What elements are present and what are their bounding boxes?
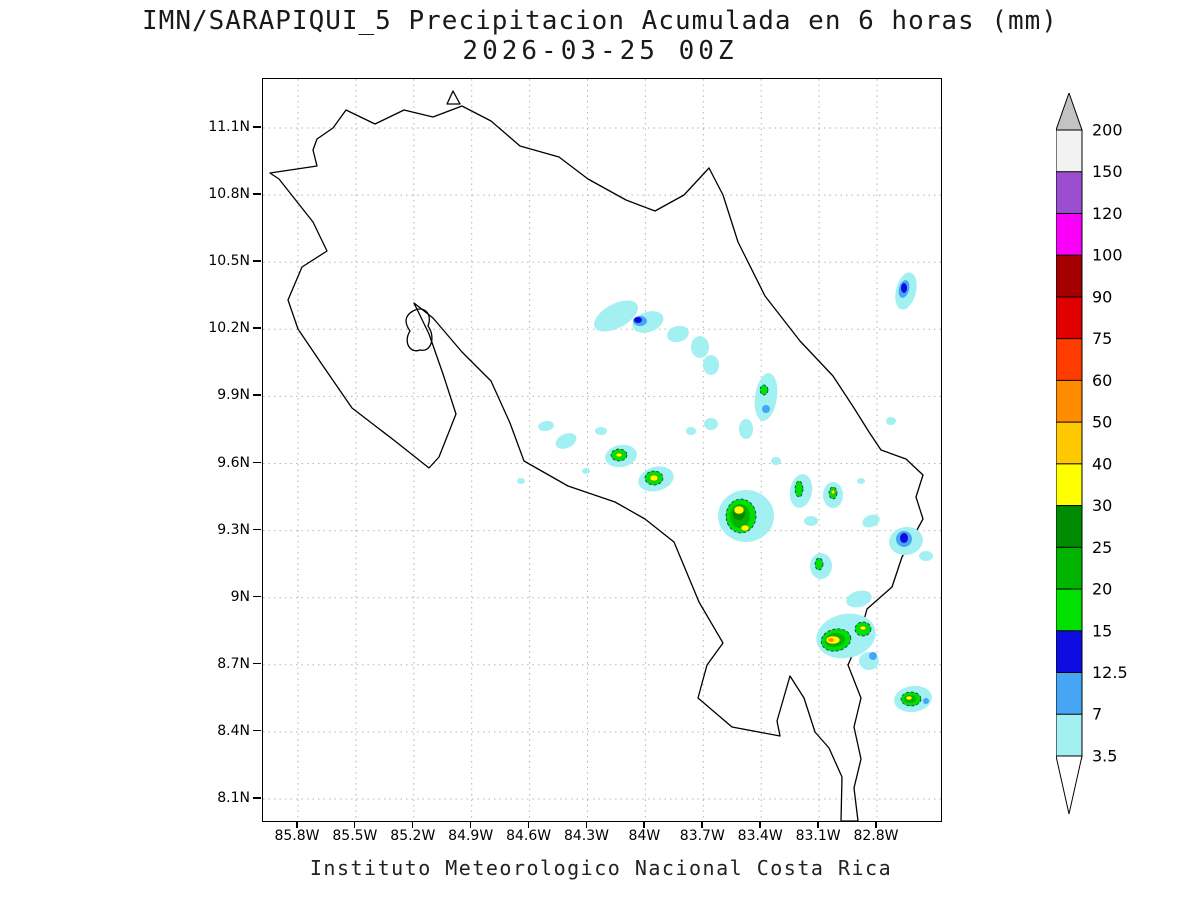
lat-tick-mark [253,461,261,463]
lat-tick-label: 11.1N [208,119,250,135]
colorbar-tick-label: 12.5 [1092,663,1128,682]
lat-tick-label: 10.5N [208,253,250,270]
lon-tick-mark [875,821,877,828]
colorbar-segment [1055,463,1083,507]
lon-tick-label: 85.8W [274,828,320,844]
colorbar-tick-label: 75 [1092,329,1112,348]
colorbar-segment [1055,713,1083,758]
lon-tick-mark [411,821,414,828]
island-outline [446,90,461,105]
colorbar-arrow-bottom [1055,755,1083,815]
colorbar-segment [1055,296,1083,340]
lon-tick-mark [817,821,819,828]
colorbar-tick-label: 200 [1092,121,1123,140]
colorbar-segment [1055,171,1083,215]
colorbar-segment [1055,421,1083,465]
lon-tick-label: 82.8W [853,828,899,844]
lon-tick-label: 84.9W [448,828,494,844]
colorbar-segment [1055,254,1083,299]
gridlines [263,79,941,821]
lon-tick-mark [701,821,703,828]
lake-outline [405,308,433,352]
lat-tick-mark [253,797,261,799]
colorbar-tick-label: 20 [1092,580,1112,599]
lon-tick-label: 84W [628,828,661,844]
lon-tick-label: 83.4W [737,828,783,844]
lat-tick-label: 9.9N [217,387,250,404]
colorbar-tick-label: 40 [1092,454,1112,473]
lat-tick-label: 8.7N [217,655,250,672]
lat-tick-label: 8.1N [217,790,250,806]
colorbar-tick-label: 50 [1092,413,1112,432]
lat-tick-label: 10.8N [208,186,250,203]
colorbar-tick-label: 25 [1092,538,1112,557]
lat-tick-mark [253,394,261,396]
colorbar: 200 150 120 100 90 75 60 50 40 30 25 20 15 12.5 7 3.5 [1055,91,1196,823]
map-plot-area [262,78,942,822]
lon-tick-label: 84.3W [563,828,609,844]
figure-title: IMN/SARAPIQUI_5 Precipitacion Acumulada … [142,6,1058,36]
colorbar-tick-label: 90 [1092,287,1112,306]
colorbar-segment [1055,505,1083,549]
precipitation-overlay [517,272,933,713]
colorbar-segment [1055,671,1083,716]
lat-tick-mark [253,595,261,598]
colorbar-tick-label: 60 [1092,371,1112,390]
lat-tick-mark [253,126,261,128]
lat-tick-mark [253,729,261,732]
colorbar-segment [1055,338,1083,382]
figure-footer: Instituto Meteorologico Nacional Costa R… [309,856,893,880]
lat-tick-mark [253,528,261,531]
colorbar-segment [1055,379,1083,424]
colorbar-tick-label: 15 [1092,621,1112,640]
lat-tick-label: 9.6N [217,454,250,471]
lon-tick-mark [643,821,645,828]
colorbar-canvas: 200 150 120 100 90 75 60 50 40 30 25 20 15 12.5 7 3.5 [1055,91,1128,815]
colorbar-tick-label: 30 [1092,496,1112,515]
lon-tick-label: 85.5W [332,828,378,844]
lon-tick-mark [527,821,530,828]
lat-tick-label: 8.4N [217,722,250,739]
lat-tick-label: 9N [230,588,250,605]
colorbar-segment [1055,212,1083,257]
lat-tick-mark [253,260,261,262]
lat-tick-mark [253,193,261,195]
colorbar-segment [1055,546,1083,591]
lon-tick-label: 85.2W [390,828,436,844]
lon-tick-mark [759,821,761,828]
lat-tick-label: 9.3N [217,521,250,538]
colorbar-segment [1055,129,1083,173]
lat-tick-mark [253,662,261,665]
lat-tick-mark [253,327,261,329]
colorbar-arrow-top [1055,91,1083,131]
colorbar-tick-label: 150 [1092,162,1123,181]
lon-tick-mark [585,821,587,828]
colorbar-tick-label: 3.5 [1092,746,1117,765]
colorbar-segment [1055,588,1083,632]
lon-tick-label: 83.7W [679,828,725,844]
colorbar-tick-label: 120 [1092,204,1123,223]
map-canvas [263,79,941,821]
figure-subtitle: 2026-03-25 00Z [462,36,738,66]
lon-tick-mark [469,821,472,828]
colorbar-tick-label: 7 [1092,705,1102,724]
colorbar-tick-label: 100 [1092,246,1123,265]
costa-rica-outline [269,105,924,821]
lat-tick-label: 10.2N [208,320,250,337]
lon-tick-mark [353,821,356,828]
colorbar-segment [1055,630,1083,674]
coastline [269,90,924,821]
lon-tick-label: 83.1W [795,828,841,844]
lon-tick-label: 84.6W [506,828,552,844]
lon-tick-mark [296,821,298,828]
